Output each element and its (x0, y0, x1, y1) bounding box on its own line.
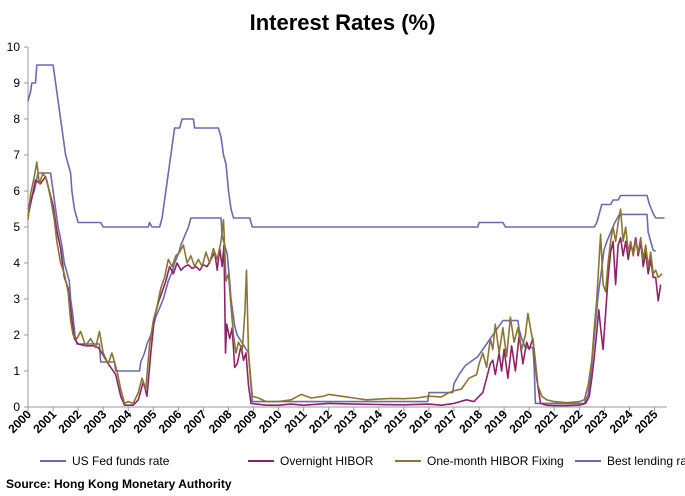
y-tick-label: 9 (13, 76, 20, 90)
x-tick-label: 2005 (131, 407, 160, 436)
legend-swatch (40, 460, 66, 462)
source-note: Source: Hong Kong Monetary Authority (6, 477, 232, 491)
y-tick-label: 8 (13, 112, 20, 126)
chart-title: Interest Rates (%) (249, 10, 436, 35)
legend-item: US Fed funds rate (40, 454, 169, 468)
legend-label: One-month HIBOR Fixing (427, 454, 564, 468)
legend-label: Best lending rate (607, 454, 685, 468)
legend-label: US Fed funds rate (72, 454, 170, 468)
x-tick-label: 2002 (55, 407, 84, 436)
series-line-3 (27, 161, 663, 405)
y-tick-label: 2 (13, 328, 20, 342)
x-tick-label: 2008 (206, 407, 235, 436)
y-tick-label: 3 (13, 292, 20, 306)
y-tick-label: 4 (13, 256, 20, 270)
y-tick-label: 6 (13, 184, 20, 198)
x-tick-label: 2000 (5, 407, 34, 436)
y-tick-label: 10 (7, 40, 21, 54)
x-tick-label: 2011 (281, 407, 310, 436)
x-tick-label: 2018 (456, 407, 485, 436)
x-tick-label: 2022 (557, 407, 586, 436)
legend-item: Overnight HIBOR (248, 454, 373, 468)
legend-item: One-month HIBOR Fixing (395, 454, 564, 468)
x-axis-ticks: 2000200120022003200420052006200720082009… (5, 407, 660, 436)
y-tick-label: 7 (13, 148, 20, 162)
x-tick-label: 2025 (632, 407, 661, 436)
y-tick-label: 1 (13, 364, 20, 378)
x-tick-label: 2009 (231, 407, 260, 436)
x-tick-label: 2019 (481, 407, 510, 436)
series-line-4 (27, 64, 665, 228)
x-tick-label: 2016 (406, 407, 435, 436)
x-tick-label: 2012 (306, 407, 335, 436)
x-tick-label: 2003 (81, 407, 110, 436)
x-tick-label: 2006 (156, 407, 185, 436)
series-line-1 (27, 172, 656, 405)
y-tick-label: 0 (13, 400, 20, 414)
legend-label: Overnight HIBOR (280, 454, 374, 468)
x-tick-label: 2021 (532, 407, 561, 436)
x-tick-label: 2020 (507, 407, 536, 436)
x-tick-label: 2023 (582, 407, 611, 436)
legend-swatch (248, 460, 274, 462)
x-tick-label: 2017 (431, 407, 460, 436)
x-tick-label: 2024 (607, 407, 636, 436)
x-tick-label: 2013 (331, 407, 360, 436)
legend-swatch (395, 460, 421, 462)
legend-item: Best lending rate (575, 454, 685, 468)
x-tick-label: 2001 (30, 407, 59, 436)
series-lines (27, 64, 665, 407)
y-tick-label: 5 (13, 220, 20, 234)
x-tick-label: 2015 (381, 407, 410, 436)
chart-legend: US Fed funds rate Overnight HIBOR One-mont… (40, 454, 685, 470)
legend-swatch (575, 460, 601, 462)
y-axis-ticks: 0 1 2 3 4 5 6 7 8 9 10 (7, 40, 28, 414)
x-tick-label: 2007 (181, 407, 210, 436)
x-tick-label: 2010 (256, 407, 285, 436)
x-tick-label: 2014 (356, 407, 385, 436)
x-tick-label: 2004 (106, 407, 135, 436)
